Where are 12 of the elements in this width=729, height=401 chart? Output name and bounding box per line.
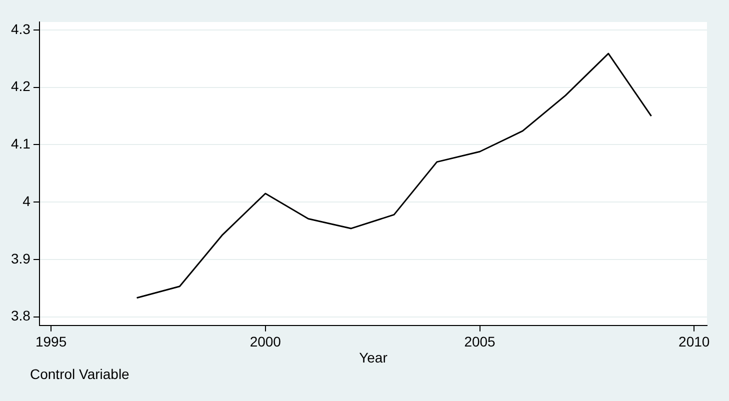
- text: Control Variable: [30, 366, 130, 382]
- x-tick-label: 2000: [250, 334, 282, 350]
- x-tick-label: 1995: [35, 334, 67, 350]
- x-axis-title: Year: [359, 349, 388, 366]
- y-tick-label: 4.2: [10, 78, 31, 94]
- x-tick-label: 2010: [678, 334, 710, 350]
- y-tick-label: 4: [22, 192, 31, 209]
- y-tick-label: 3.9: [10, 250, 31, 266]
- y-tick-label: 4.1: [10, 136, 31, 152]
- y-tick-label: 3.8: [10, 308, 31, 324]
- y-tick-label: 4.3: [10, 20, 31, 37]
- x-tick-label: 2005: [464, 334, 496, 350]
